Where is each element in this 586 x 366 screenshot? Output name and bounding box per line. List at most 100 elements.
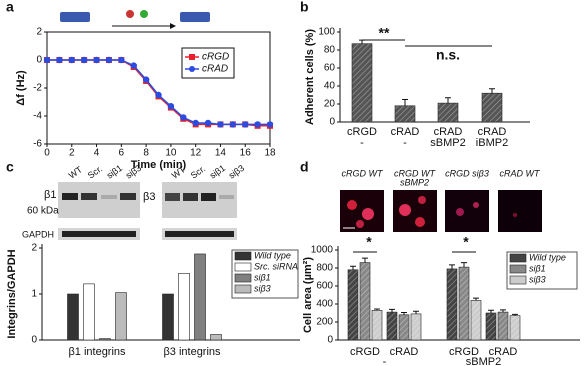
y-tick-label: 0 — [329, 117, 335, 128]
x-tick-label: 2 — [69, 148, 75, 159]
lane-label: siβ1 — [105, 163, 124, 181]
bar — [394, 105, 416, 123]
legend-marker — [189, 66, 195, 72]
band-label: GAPDH — [22, 229, 54, 239]
marker — [68, 56, 75, 64]
legend-label: cRGD — [202, 52, 229, 63]
y-tick-label: 80 — [324, 45, 336, 56]
marker — [80, 56, 88, 64]
x-tick-label: cRGD — [347, 126, 377, 138]
marker — [155, 91, 162, 99]
legend-swatch — [234, 262, 252, 272]
error-bar — [362, 257, 368, 263]
error-bar — [402, 99, 408, 106]
error-bar — [389, 308, 395, 313]
y-tick-label: 0 — [31, 335, 37, 346]
annotation: * — [366, 234, 372, 250]
legend-label: siβ3 — [529, 274, 546, 284]
error-bar — [473, 297, 479, 301]
micrograph-label: cRGD WT — [342, 168, 384, 178]
bar — [485, 312, 497, 341]
significance-brackets — [362, 39, 492, 47]
annotation: * — [463, 234, 469, 250]
legend-label: siβ3 — [254, 283, 271, 293]
legend-box — [181, 47, 235, 79]
y-tick-label: 40 — [324, 81, 336, 92]
bar — [470, 300, 482, 341]
legend-label: siβ1 — [529, 263, 546, 273]
lane-label: siβ1 — [208, 163, 227, 181]
y-tick-label: 1 — [31, 289, 37, 300]
lane-label: Scr. — [189, 163, 207, 180]
error-bar — [413, 310, 419, 314]
error-bar — [374, 308, 380, 311]
bar — [437, 102, 459, 123]
x-sub-label: sBMP2 — [466, 356, 501, 366]
x-tick-label: β3 integrins — [163, 346, 221, 358]
y-tick-label: 100 — [318, 27, 335, 38]
error-bar — [488, 309, 494, 313]
x-sub-label: - — [360, 137, 364, 149]
legend-swatch — [509, 253, 527, 263]
legend-label: Wild type — [529, 252, 566, 262]
bar — [481, 92, 503, 123]
x-tick-label: β1 integrins — [68, 346, 126, 358]
error-bar — [359, 39, 365, 44]
error-bar — [500, 309, 506, 313]
annotation: n.s. — [436, 47, 460, 63]
bar — [162, 293, 174, 341]
plot-frame — [46, 31, 271, 145]
y-tick-label: 800 — [316, 263, 333, 274]
micrographs — [340, 190, 542, 232]
x-sub-label: iBMP2 — [476, 137, 508, 149]
bar — [351, 43, 373, 123]
panel-label: a — [6, 0, 14, 15]
x-tick-label: 8 — [143, 148, 149, 159]
error-bar — [401, 312, 407, 315]
y-tick-label: 2 — [31, 243, 37, 254]
x-tick-label: cRAD — [390, 346, 419, 358]
y-tick-label: 60 — [324, 63, 336, 74]
annotation: ** — [379, 25, 390, 41]
legend-swatch — [234, 284, 252, 294]
marker — [142, 76, 150, 83]
marker — [217, 121, 224, 128]
x-tick-label: 10 — [165, 148, 177, 159]
micrograph-label: cRGD siβ3 — [445, 168, 489, 178]
y-tick-label: -6 — [33, 139, 42, 150]
bar — [115, 292, 127, 341]
y-axis-title: Integrins/GAPDH — [6, 249, 18, 338]
marker — [93, 56, 100, 64]
x-tick-label: cRAD — [391, 126, 420, 138]
y-tick-label: 1000 — [311, 245, 334, 256]
marker — [130, 62, 137, 69]
bar — [83, 283, 95, 341]
legend-label: Wild type — [254, 250, 291, 260]
y-tick-label: 400 — [316, 299, 333, 310]
y-tick-label: 2 — [36, 27, 42, 38]
bar — [371, 309, 383, 341]
bar — [178, 272, 190, 341]
legend-swatch — [234, 251, 252, 261]
x-tick-label: 18 — [264, 148, 276, 159]
marker — [105, 56, 113, 64]
bar — [410, 313, 422, 341]
x-tick-label: 0 — [44, 148, 50, 159]
protein-icons — [60, 10, 210, 29]
x-tick-label: 14 — [215, 148, 227, 159]
micrograph-label: cRGD WT — [394, 168, 436, 178]
y-tick-label: 0 — [327, 335, 333, 346]
error-bar — [350, 265, 356, 270]
bar — [359, 262, 371, 341]
y-axis-title: Cell area (µm²) — [302, 257, 314, 333]
marker — [167, 103, 175, 110]
error-bar — [461, 262, 467, 268]
marker — [192, 119, 199, 127]
band-label: 60 kDa — [27, 206, 59, 217]
x-axis-title: Time (min) — [131, 159, 187, 171]
micrograph-sublabel: sBMP2 — [400, 177, 429, 187]
legend-swatch — [234, 273, 252, 283]
marker — [43, 56, 51, 64]
x-tick-label: cRGD — [449, 346, 479, 358]
